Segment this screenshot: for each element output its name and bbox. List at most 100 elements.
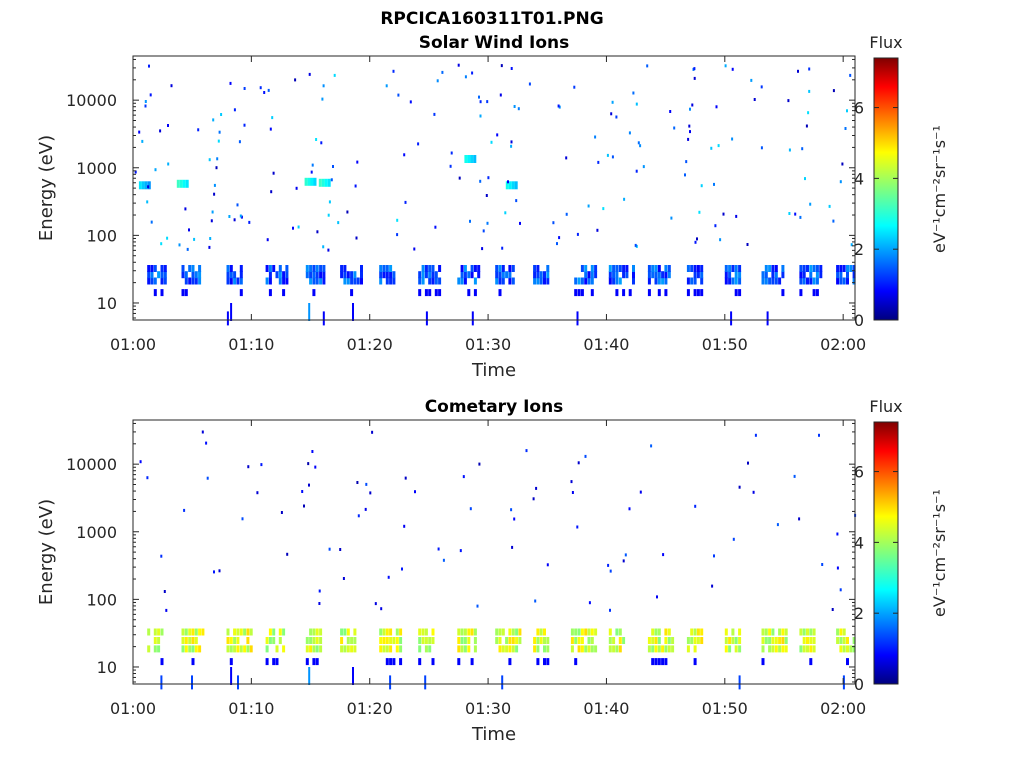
scatter-cell — [243, 123, 246, 127]
band-cell — [543, 271, 546, 279]
band-cell — [385, 637, 389, 644]
band-cell — [467, 628, 471, 636]
scatter-cell — [401, 567, 403, 571]
band-cell — [198, 645, 202, 653]
band-cell — [700, 277, 704, 285]
band-cell — [379, 645, 383, 653]
band-cell — [389, 658, 393, 666]
band-cell — [457, 637, 461, 644]
band-cell — [160, 289, 164, 297]
band-cell — [738, 637, 742, 644]
band-cell — [379, 271, 383, 279]
band-cell — [460, 645, 464, 653]
scatter-cell — [732, 537, 735, 541]
scatter-cell — [754, 433, 757, 437]
band-cell — [268, 271, 272, 279]
scatter-cell — [482, 229, 485, 233]
band-cell — [584, 265, 588, 272]
band-cell — [661, 277, 665, 285]
band-cell — [191, 658, 195, 666]
band-cell — [570, 645, 574, 653]
band-cell — [379, 265, 383, 272]
band-cell — [312, 658, 316, 666]
band-cell — [667, 628, 671, 636]
band-cell — [852, 265, 856, 272]
scatter-cell — [218, 130, 221, 134]
band-cell — [734, 277, 738, 285]
scatter-cell — [280, 511, 283, 514]
scatter-cell — [693, 67, 696, 71]
band-cell — [246, 645, 250, 653]
x-tick-label: 01:00 — [110, 335, 156, 354]
band-cell — [511, 277, 515, 285]
band-cell — [518, 628, 522, 636]
band-cell — [651, 658, 655, 666]
band-cell — [738, 289, 742, 297]
scatter-cell — [220, 113, 223, 116]
band-cell — [236, 277, 240, 285]
band-cell — [651, 645, 655, 653]
scatter-cell — [694, 240, 697, 244]
band-cell — [424, 271, 428, 279]
band-cell — [265, 265, 269, 272]
band-cell — [661, 658, 665, 666]
band-cell — [654, 645, 658, 653]
scatter-cell — [397, 93, 400, 97]
scatter-cell — [719, 238, 722, 242]
band-cell — [511, 265, 515, 272]
colorbar-tick-label: 0 — [854, 675, 864, 694]
scatter-cell — [717, 144, 720, 148]
band-cell — [657, 265, 661, 272]
scatter-cell — [256, 491, 259, 495]
band-cell — [536, 265, 540, 272]
band-cell — [315, 271, 319, 279]
scatter-cell — [403, 153, 406, 157]
band-cell — [809, 271, 813, 279]
scatter-cell — [634, 243, 637, 247]
band-cell — [618, 265, 622, 272]
band-cell — [812, 277, 816, 285]
band-cell — [734, 645, 738, 653]
band-cell — [147, 628, 151, 636]
scatter-cell — [831, 608, 834, 611]
band-cell — [343, 265, 347, 272]
scatter-cell — [327, 248, 330, 252]
band-cell — [700, 637, 704, 644]
band-cell — [508, 277, 512, 285]
band-cell — [700, 265, 704, 272]
band-cell — [632, 265, 635, 272]
band-cell — [198, 265, 202, 272]
scatter-cell — [436, 79, 439, 83]
band-cell — [501, 271, 505, 279]
colorbar-tick-label: 4 — [854, 169, 864, 188]
scatter-cell — [700, 184, 703, 188]
band-cell — [608, 265, 612, 272]
band-cell — [268, 628, 272, 636]
band-cell — [799, 271, 803, 279]
band-cell — [153, 628, 157, 636]
band-cell — [229, 658, 233, 666]
band-cell — [194, 645, 198, 653]
y-axis-label: Energy (eV) — [36, 135, 57, 241]
band-cell — [418, 271, 422, 279]
band-cell — [612, 277, 616, 285]
band-cell — [350, 277, 354, 285]
band-cell — [608, 277, 612, 285]
band-cell — [724, 628, 728, 636]
band-cell — [539, 271, 543, 279]
scatter-cell — [471, 71, 474, 75]
band-cell — [570, 637, 574, 644]
band-cell — [184, 277, 188, 285]
band-cell — [774, 265, 778, 272]
scatter-cell — [292, 226, 294, 230]
band-cell — [799, 645, 803, 653]
band-cell — [389, 277, 393, 285]
scatter-cell — [414, 490, 416, 494]
band-cell — [198, 277, 202, 285]
band-cell — [690, 628, 694, 636]
scatter-cell — [286, 552, 289, 556]
x-tick-label: 01:10 — [228, 699, 274, 718]
band-cell — [846, 637, 849, 644]
band-cell — [181, 271, 185, 279]
colorbar — [873, 421, 899, 685]
